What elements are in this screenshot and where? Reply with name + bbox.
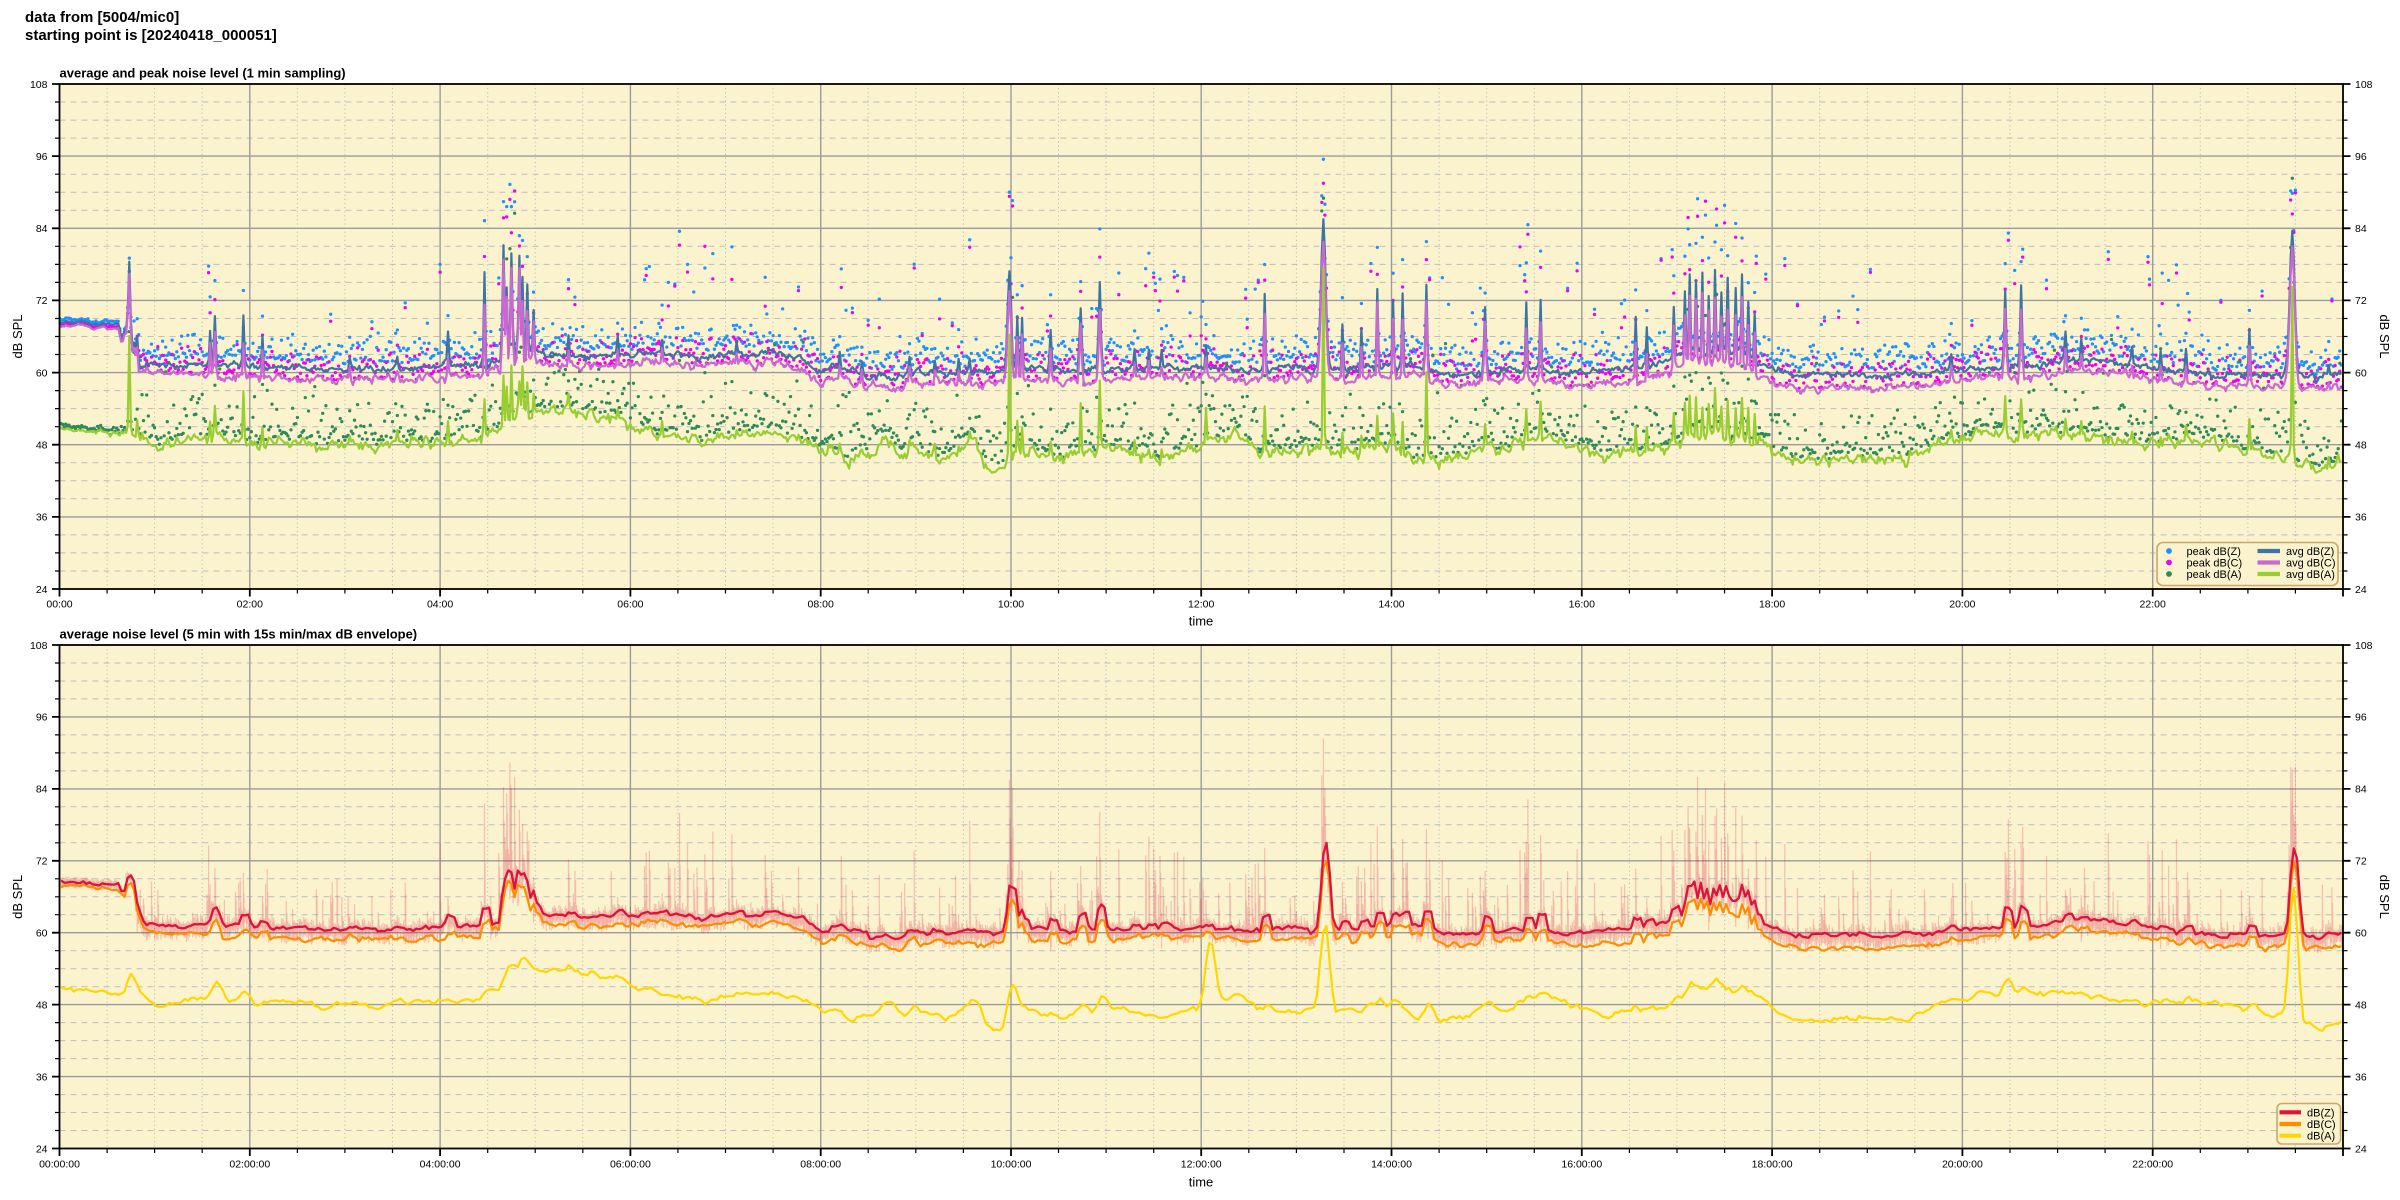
svg-text:84: 84	[2355, 784, 2367, 796]
svg-text:20:00:00: 20:00:00	[1942, 1159, 1983, 1171]
svg-text:18:00: 18:00	[1759, 599, 1785, 611]
svg-text:10:00: 10:00	[998, 599, 1024, 611]
svg-text:avg dB(A): avg dB(A)	[2286, 569, 2335, 581]
svg-text:dB SPL: dB SPL	[10, 314, 25, 358]
svg-text:time: time	[1189, 1175, 1214, 1190]
svg-text:02:00:00: 02:00:00	[229, 1159, 270, 1171]
svg-text:avg dB(C): avg dB(C)	[2286, 558, 2336, 570]
svg-text:96: 96	[2355, 151, 2367, 163]
svg-text:dB SPL: dB SPL	[10, 875, 25, 919]
svg-text:36: 36	[2355, 1071, 2367, 1083]
svg-text:peak dB(C): peak dB(C)	[2187, 558, 2243, 570]
svg-text:dB SPL: dB SPL	[2377, 875, 2392, 919]
svg-text:72: 72	[2355, 295, 2367, 307]
svg-text:20:00: 20:00	[1949, 599, 1975, 611]
svg-text:108: 108	[2355, 640, 2373, 652]
svg-text:dB(Z): dB(Z)	[2307, 1107, 2335, 1119]
svg-text:36: 36	[2355, 512, 2367, 524]
svg-text:108: 108	[2355, 79, 2373, 91]
svg-text:00:00: 00:00	[46, 599, 72, 611]
svg-text:peak dB(Z): peak dB(Z)	[2187, 546, 2241, 558]
svg-text:48: 48	[36, 440, 48, 452]
svg-text:time: time	[1189, 614, 1214, 629]
svg-text:60: 60	[2355, 367, 2367, 379]
svg-text:48: 48	[2355, 999, 2367, 1011]
svg-text:108: 108	[30, 640, 48, 652]
svg-text:48: 48	[36, 999, 48, 1011]
svg-text:22:00:00: 22:00:00	[2132, 1159, 2173, 1171]
svg-text:06:00: 06:00	[617, 599, 643, 611]
svg-text:dB(C): dB(C)	[2307, 1119, 2336, 1131]
svg-text:average noise level (5 min wit: average noise level (5 min with 15s min/…	[60, 627, 418, 642]
svg-text:00:00:00: 00:00:00	[39, 1159, 80, 1171]
svg-text:14:00:00: 14:00:00	[1371, 1159, 1412, 1171]
svg-text:60: 60	[2355, 928, 2367, 940]
svg-text:dB SPL: dB SPL	[2377, 314, 2392, 358]
svg-text:96: 96	[36, 151, 48, 163]
svg-text:10:00:00: 10:00:00	[991, 1159, 1032, 1171]
svg-text:starting point is [20240418_00: starting point is [20240418_000051]	[25, 27, 277, 44]
svg-text:16:00: 16:00	[1569, 599, 1595, 611]
svg-text:24: 24	[2355, 584, 2367, 596]
svg-text:dB(A): dB(A)	[2307, 1131, 2335, 1143]
svg-text:84: 84	[2355, 223, 2367, 235]
svg-text:12:00: 12:00	[1188, 599, 1214, 611]
svg-text:04:00:00: 04:00:00	[420, 1159, 461, 1171]
svg-text:22:00: 22:00	[2140, 599, 2166, 611]
svg-text:60: 60	[36, 928, 48, 940]
svg-text:14:00: 14:00	[1378, 599, 1404, 611]
svg-text:06:00:00: 06:00:00	[610, 1159, 651, 1171]
svg-text:data from [5004/mic0]: data from [5004/mic0]	[25, 9, 179, 26]
svg-text:24: 24	[36, 584, 48, 596]
svg-text:108: 108	[30, 79, 48, 91]
svg-text:36: 36	[36, 512, 48, 524]
svg-text:18:00:00: 18:00:00	[1752, 1159, 1793, 1171]
svg-text:24: 24	[2355, 1143, 2367, 1155]
svg-text:04:00: 04:00	[427, 599, 453, 611]
svg-text:36: 36	[36, 1071, 48, 1083]
svg-text:72: 72	[2355, 856, 2367, 868]
svg-text:24: 24	[36, 1143, 48, 1155]
svg-text:12:00:00: 12:00:00	[1181, 1159, 1222, 1171]
svg-text:16:00:00: 16:00:00	[1561, 1159, 1602, 1171]
svg-text:96: 96	[36, 712, 48, 724]
svg-text:02:00: 02:00	[237, 599, 263, 611]
svg-text:08:00:00: 08:00:00	[800, 1159, 841, 1171]
svg-text:48: 48	[2355, 440, 2367, 452]
svg-text:average and peak noise level (: average and peak noise level (1 min samp…	[60, 66, 346, 81]
svg-text:60: 60	[36, 367, 48, 379]
svg-text:84: 84	[36, 784, 48, 796]
svg-text:72: 72	[36, 295, 48, 307]
svg-text:72: 72	[36, 856, 48, 868]
svg-text:08:00: 08:00	[808, 599, 834, 611]
svg-text:avg dB(Z): avg dB(Z)	[2286, 546, 2334, 558]
svg-text:84: 84	[36, 223, 48, 235]
svg-text:96: 96	[2355, 712, 2367, 724]
svg-text:peak dB(A): peak dB(A)	[2187, 569, 2242, 581]
